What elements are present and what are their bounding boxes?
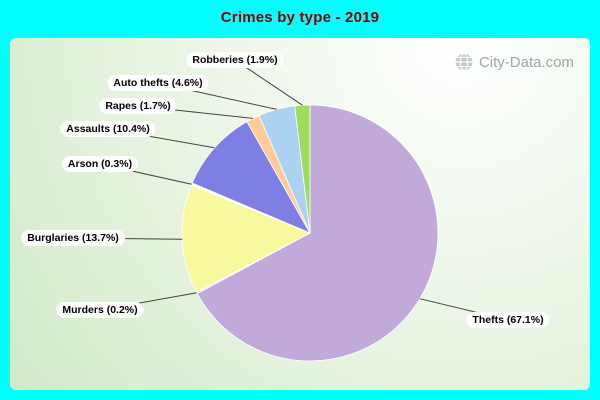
chart-title: Crimes by type - 2019	[220, 9, 380, 26]
pie-slice-assaults	[191, 121, 311, 234]
pie-label-thefts: Thefts (67.1%)	[466, 312, 550, 328]
pie-label-auto_thefts: Auto thefts (4.6%)	[107, 75, 209, 91]
pie-label-assaults: Assaults (10.4%)	[60, 121, 156, 137]
pie-label-rapes: Rapes (1.7%)	[99, 98, 177, 114]
watermark-text: City-Data.com	[478, 53, 574, 71]
globe-icon	[455, 53, 473, 71]
pie-label-arson: Arson (0.3%)	[61, 156, 139, 172]
pie-chart	[72, 59, 509, 362]
pie-label-robberies: Robberies (1.9%)	[186, 52, 284, 68]
pie-label-burglaries: Burglaries (13.7%)	[21, 230, 125, 246]
pie-label-murders: Murders (0.2%)	[56, 302, 144, 318]
watermark: City-Data.com	[454, 52, 574, 72]
chart-panel: City-Data.com Thefts (67.1%) Murders (0.2…	[10, 38, 590, 390]
